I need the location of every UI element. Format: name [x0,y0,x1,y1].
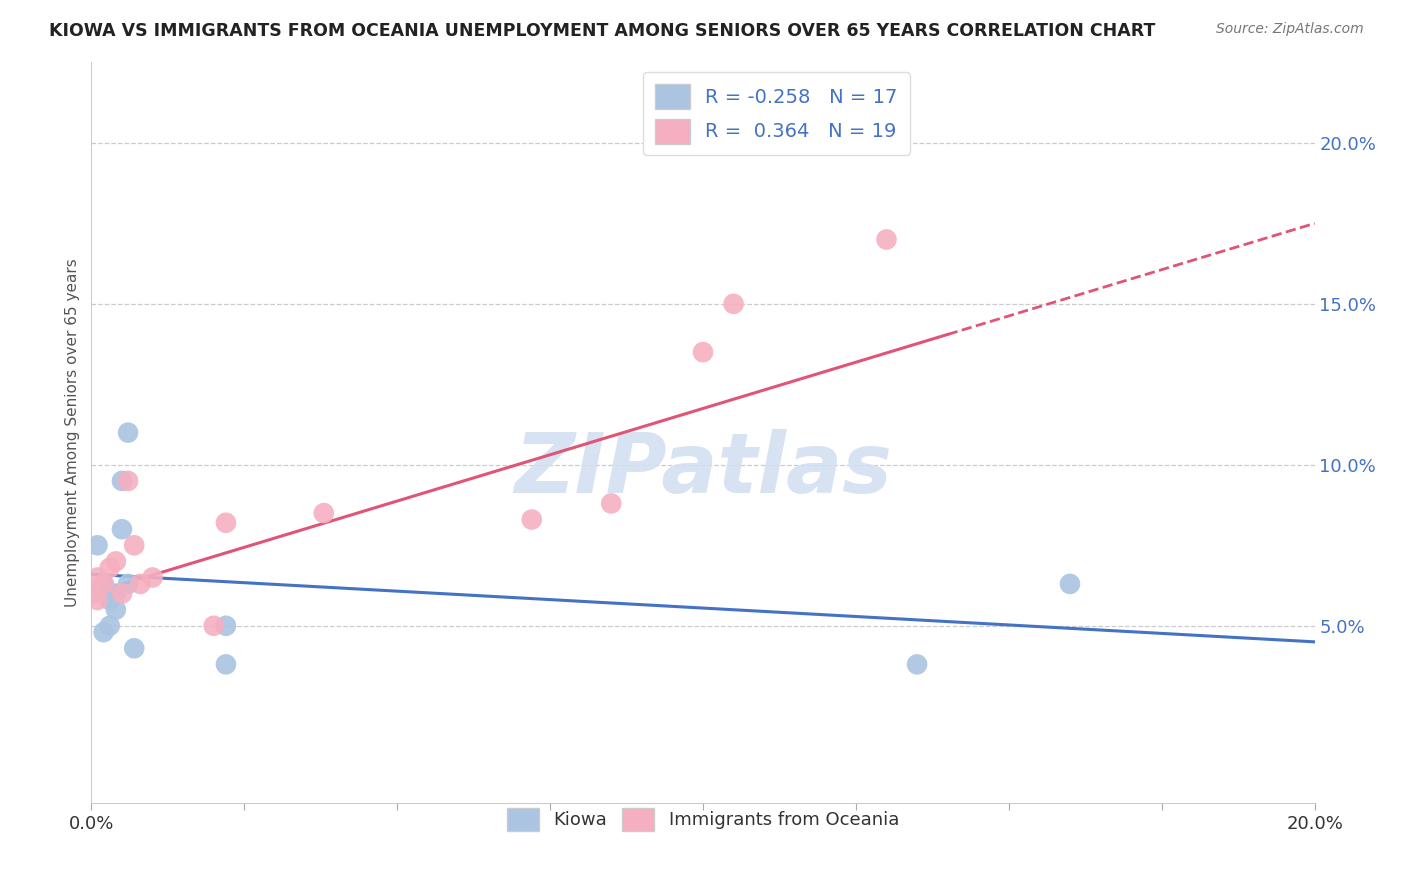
Point [93,577,115,591]
Point [875,232,898,246]
Text: KIOWA VS IMMIGRANTS FROM OCEANIA UNEMPLOYMENT AMONG SENIORS OVER 65 YEARS CORREL: KIOWA VS IMMIGRANTS FROM OCEANIA UNEMPLO… [49,22,1156,40]
Point [117,474,139,488]
Point [520,512,543,526]
Point [93,577,115,591]
Point [600,496,623,510]
Point [80,586,103,600]
Y-axis label: Unemployment Among Seniors over 65 years: Unemployment Among Seniors over 65 years [65,259,80,607]
Point [93,625,115,640]
Point [117,577,139,591]
Point [312,506,335,520]
Point [104,554,127,568]
Point [80,586,103,600]
Point [98,593,121,607]
Point [122,641,145,656]
Point [122,538,145,552]
Point [141,570,163,584]
Point [117,425,139,440]
Point [129,577,152,591]
Point [215,619,238,633]
Text: Source: ZipAtlas.com: Source: ZipAtlas.com [1216,22,1364,37]
Point [215,516,238,530]
Point [215,657,238,672]
Point [111,586,134,600]
Point [104,586,127,600]
Point [86,593,108,607]
Point [104,602,127,616]
Point [86,538,108,552]
Point [723,297,745,311]
Point [692,345,714,359]
Point [98,561,121,575]
Legend: Kiowa, Immigrants from Oceania: Kiowa, Immigrants from Oceania [499,800,907,838]
Point [86,570,108,584]
Point [98,619,121,633]
Point [1059,577,1081,591]
Point [202,619,225,633]
Text: ZIPatlas: ZIPatlas [515,429,891,510]
Point [111,474,134,488]
Point [111,522,134,536]
Point [905,657,928,672]
